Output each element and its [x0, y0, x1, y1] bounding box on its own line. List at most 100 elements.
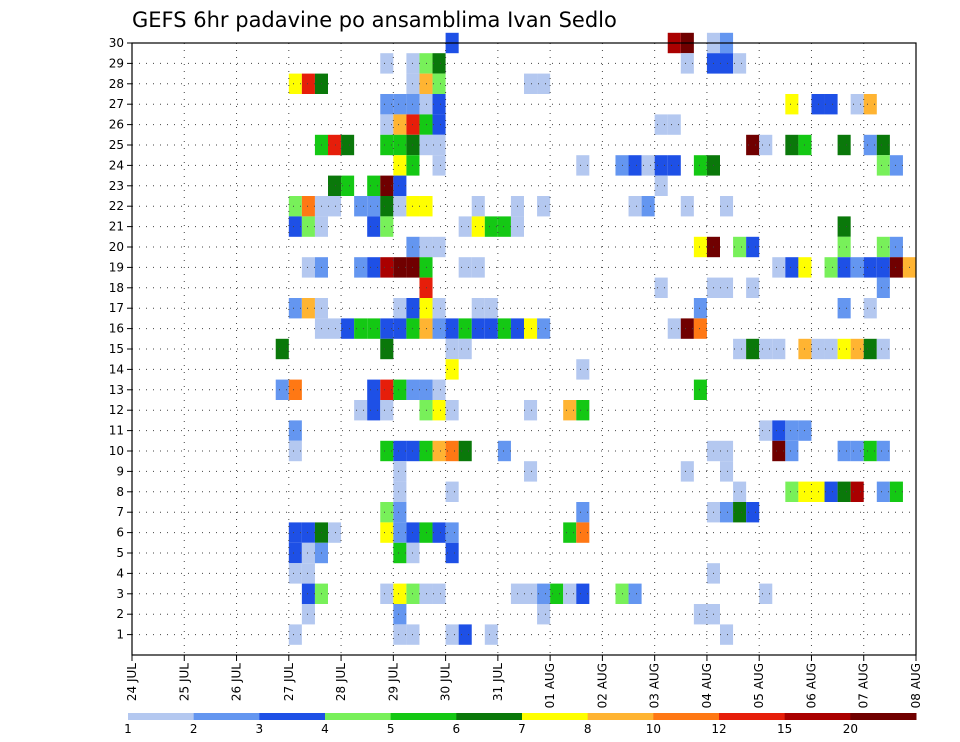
heatmap-cell: [497, 216, 511, 237]
colorbar-swatch: [522, 713, 589, 720]
colorbar-swatch: [456, 713, 523, 720]
heatmap-cell: [837, 236, 851, 258]
heatmap-cell: [301, 298, 315, 319]
y-tick-label: 5: [116, 546, 124, 560]
heatmap-cell: [876, 134, 890, 156]
colorbar-label: 15: [777, 722, 792, 736]
heatmap-cell: [393, 175, 407, 196]
heatmap-cell: [458, 338, 472, 360]
heatmap-cell: [693, 298, 707, 319]
heatmap-cell: [628, 196, 642, 217]
heatmap-cell: [380, 318, 394, 339]
colorbar-swatch: [653, 713, 720, 720]
heatmap-cell: [471, 257, 485, 278]
y-tick-label: 7: [116, 505, 124, 519]
heatmap-cell: [824, 481, 838, 502]
colorbar-label: 12: [711, 722, 726, 736]
colorbar-label: 6: [453, 722, 461, 736]
y-tick-label: 13: [109, 383, 124, 397]
x-tick-label: 04 AUG: [700, 663, 714, 708]
heatmap-cell: [785, 94, 799, 115]
heatmap-cell: [367, 216, 381, 237]
heatmap-cell: [772, 440, 786, 462]
colorbar-label: 5: [387, 722, 395, 736]
y-tick-label: 24: [109, 158, 124, 172]
heatmap-cell: [393, 481, 407, 502]
heatmap-cell: [654, 277, 668, 298]
heatmap-cell: [288, 379, 302, 400]
y-tick-label: 3: [116, 587, 124, 601]
heatmap-cell: [393, 134, 407, 156]
heatmap-cell: [367, 400, 381, 421]
heatmap-cell: [824, 338, 838, 360]
heatmap-cell: [837, 216, 851, 237]
x-tick-label: 27 JUL: [282, 663, 296, 701]
heatmap-cell: [432, 583, 446, 604]
heatmap-cell: [785, 481, 799, 502]
heatmap-cell: [393, 502, 407, 523]
y-tick-label: 29: [109, 56, 124, 70]
heatmap-cell: [876, 338, 890, 360]
heatmap-cell: [746, 502, 760, 523]
heatmap-cell: [824, 94, 838, 115]
heatmap-cell: [445, 542, 459, 564]
colorbar-swatch: [259, 713, 326, 720]
heatmap-cell: [288, 196, 302, 217]
y-tick-label: 19: [109, 260, 124, 274]
colorbar-label: 10: [646, 722, 661, 736]
heatmap-cell: [628, 155, 642, 176]
y-tick-label: 22: [109, 199, 124, 213]
heatmap-cell: [301, 196, 315, 217]
heatmap-cell: [445, 400, 459, 421]
colorbar-swatch: [784, 713, 851, 720]
heatmap-cell: [354, 400, 368, 421]
heatmap-cell: [733, 53, 747, 74]
heatmap-cell: [667, 114, 681, 135]
heatmap-cell: [328, 318, 342, 339]
heatmap-cell: [393, 318, 407, 339]
colorbar-swatch: [325, 713, 392, 720]
y-tick-label: 28: [109, 77, 124, 91]
x-tick-label: 29 JUL: [386, 663, 400, 701]
heatmap-cell: [563, 522, 577, 543]
heatmap-cell: [850, 481, 864, 502]
x-tick-label: 26 JUL: [230, 663, 244, 701]
y-tick-label: 25: [109, 138, 124, 152]
heatmap-cell: [850, 257, 864, 278]
heatmap-cell: [524, 400, 538, 421]
heatmap-cell: [484, 624, 498, 645]
x-tick-label: 03 AUG: [648, 663, 662, 708]
heatmap-cell: [393, 155, 407, 176]
heatmap-cell: [824, 257, 838, 278]
heatmap-cell: [301, 73, 315, 94]
heatmap-cell: [288, 542, 302, 564]
heatmap-cell: [720, 502, 734, 523]
heatmap-cell: [301, 216, 315, 237]
colorbar-swatch: [587, 713, 654, 720]
heatmap-cell: [288, 624, 302, 645]
heatmap-cell: [380, 114, 394, 135]
heatmap-cell: [471, 196, 485, 217]
heatmap-cell: [537, 318, 551, 339]
x-tick-label: 31 JUL: [491, 663, 505, 701]
heatmap-cell: [837, 134, 851, 156]
heatmap-cell: [432, 155, 446, 176]
heatmap-cell: [432, 53, 446, 74]
heatmap-cell: [837, 481, 851, 502]
heatmap-cell: [889, 236, 903, 258]
heatmap-cell: [785, 440, 799, 462]
heatmap-cell: [328, 522, 342, 543]
colorbar-swatch: [193, 713, 260, 720]
heatmap-cell: [733, 338, 747, 360]
heatmap-cell: [380, 400, 394, 421]
colorbar-label: 20: [843, 722, 858, 736]
heatmap-cell: [772, 338, 786, 360]
y-tick-label: 14: [109, 362, 124, 376]
colorbar-label: 2: [190, 722, 198, 736]
heatmap-cell: [393, 604, 407, 625]
heatmap-cell: [537, 604, 551, 625]
heatmap-cell: [445, 318, 459, 339]
heatmap-cell: [380, 379, 394, 400]
y-tick-label: 11: [109, 424, 124, 438]
